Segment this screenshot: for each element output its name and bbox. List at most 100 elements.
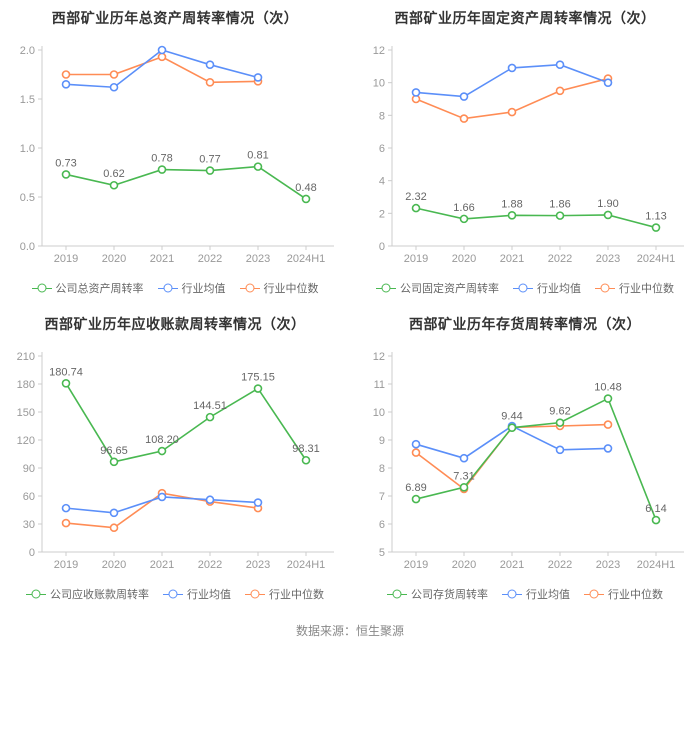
legend-swatch-icon	[513, 283, 533, 293]
chart-panel-fixed-asset-turnover: 西部矿业历年固定资产周转率情况（次）0246810122019202020212…	[350, 0, 700, 306]
value-label: 6.89	[405, 482, 426, 494]
x-tick-label: 2021	[500, 559, 524, 571]
y-tick-label: 120	[17, 435, 35, 447]
series-marker-industry_avg	[63, 505, 70, 512]
legend-item-company: 公司总资产周转率	[32, 280, 144, 296]
y-tick-label: 2	[379, 208, 385, 220]
y-tick-label: 210	[17, 351, 35, 363]
series-marker-industry_avg	[207, 496, 214, 503]
legend-item-industry_avg: 行业均值	[163, 586, 231, 602]
series-marker-company	[207, 414, 214, 421]
legend-label: 行业中位数	[608, 586, 663, 602]
legend-label: 公司应收账款周转率	[50, 586, 149, 602]
series-marker-company	[605, 211, 612, 218]
series-marker-company	[159, 448, 166, 455]
series-marker-industry_avg	[159, 493, 166, 500]
value-label: 10.48	[594, 382, 622, 394]
legend-label: 行业均值	[187, 586, 231, 602]
y-tick-label: 150	[17, 407, 35, 419]
chart-legend: 公司应收账款周转率 行业均值行业中位数	[4, 586, 346, 602]
value-label: 0.81	[247, 150, 268, 162]
series-marker-industry_avg	[509, 64, 516, 71]
series-marker-company	[159, 166, 166, 173]
x-tick-label: 2022	[548, 253, 572, 265]
x-tick-label: 2024H1	[637, 559, 676, 571]
series-marker-industry_median	[605, 421, 612, 428]
legend-swatch-icon	[245, 589, 265, 599]
series-marker-company	[413, 205, 420, 212]
y-tick-label: 10	[373, 407, 385, 419]
value-label: 2.32	[405, 191, 426, 203]
legend-label: 行业中位数	[264, 280, 319, 296]
series-marker-industry_median	[509, 109, 516, 116]
value-label: 9.44	[501, 411, 522, 423]
series-marker-industry_avg	[605, 79, 612, 86]
y-tick-label: 12	[373, 45, 385, 57]
series-marker-company	[461, 215, 468, 222]
legend-item-company: 公司固定资产周转率	[376, 280, 499, 296]
chart-legend: 公司固定资产周转率行业均值行业中位数	[354, 280, 696, 296]
series-marker-industry_avg	[159, 47, 166, 54]
series-marker-industry_avg	[461, 93, 468, 100]
x-tick-label: 2023	[246, 253, 270, 265]
series-marker-company	[509, 424, 516, 431]
y-tick-label: 90	[23, 463, 35, 475]
x-tick-label: 2021	[150, 253, 174, 265]
chart-legend: 公司存货周转率 行业均值 行业中位数	[354, 586, 696, 602]
chart-title: 西部矿业历年存货周转率情况（次）	[354, 314, 696, 334]
series-marker-industry_avg	[605, 445, 612, 452]
value-label: 98.31	[292, 443, 320, 455]
value-label: 108.20	[145, 434, 179, 446]
legend-swatch-icon	[595, 283, 615, 293]
y-tick-label: 7	[379, 491, 385, 503]
x-tick-label: 2019	[54, 559, 78, 571]
x-tick-label: 2020	[452, 253, 476, 265]
y-tick-label: 1.5	[20, 94, 35, 106]
x-tick-label: 2019	[404, 559, 428, 571]
y-tick-label: 1.0	[20, 143, 35, 155]
chart-panel-inventory-turnover: 西部矿业历年存货周转率情况（次）567891011122019202020212…	[350, 306, 700, 612]
data-source-label: 数据来源：恒生聚源	[0, 612, 700, 653]
value-label: 1.88	[501, 198, 522, 210]
chart-plot: 024681012201920202021202220232024H12.321…	[354, 34, 696, 274]
value-label: 180.74	[49, 366, 83, 378]
series-marker-company	[413, 496, 420, 503]
x-tick-label: 2020	[102, 253, 126, 265]
y-tick-label: 180	[17, 379, 35, 391]
chart-title: 西部矿业历年应收账款周转率情况（次）	[4, 314, 346, 334]
y-tick-label: 4	[379, 176, 385, 188]
legend-item-industry_avg: 行业均值	[513, 280, 581, 296]
legend-swatch-icon	[387, 589, 407, 599]
series-marker-industry_median	[557, 87, 564, 94]
series-marker-industry_avg	[255, 74, 262, 81]
value-label: 9.62	[549, 406, 570, 418]
legend-label: 行业均值	[526, 586, 570, 602]
value-label: 7.31	[453, 470, 474, 482]
series-marker-industry_median	[63, 71, 70, 78]
legend-swatch-icon	[158, 283, 178, 293]
series-marker-industry_avg	[413, 441, 420, 448]
legend-item-industry_median: 行业中位数	[245, 586, 324, 602]
series-marker-industry_avg	[111, 509, 118, 516]
legend-swatch-icon	[502, 589, 522, 599]
x-tick-label: 2020	[452, 559, 476, 571]
legend-item-industry_median: 行业中位数	[584, 586, 663, 602]
legend-item-company: 公司存货周转率	[387, 586, 488, 602]
value-label: 144.51	[193, 400, 227, 412]
y-tick-label: 2.0	[20, 45, 35, 57]
y-tick-label: 8	[379, 463, 385, 475]
x-tick-label: 2023	[596, 253, 620, 265]
legend-swatch-icon	[32, 283, 52, 293]
series-marker-industry_median	[159, 53, 166, 60]
value-label: 6.14	[645, 503, 666, 515]
series-marker-industry_avg	[111, 84, 118, 91]
legend-label: 公司总资产周转率	[56, 280, 144, 296]
series-marker-industry_avg	[557, 61, 564, 68]
value-label: 0.77	[199, 154, 220, 166]
y-tick-label: 9	[379, 435, 385, 447]
value-label: 1.90	[597, 198, 618, 210]
legend-swatch-icon	[240, 283, 260, 293]
series-marker-company	[461, 484, 468, 491]
chart-panel-total-asset-turnover: 西部矿业历年总资产周转率情况（次）0.00.51.01.52.020192020…	[0, 0, 350, 306]
chart-legend: 公司总资产周转率行业均值行业中位数	[4, 280, 346, 296]
